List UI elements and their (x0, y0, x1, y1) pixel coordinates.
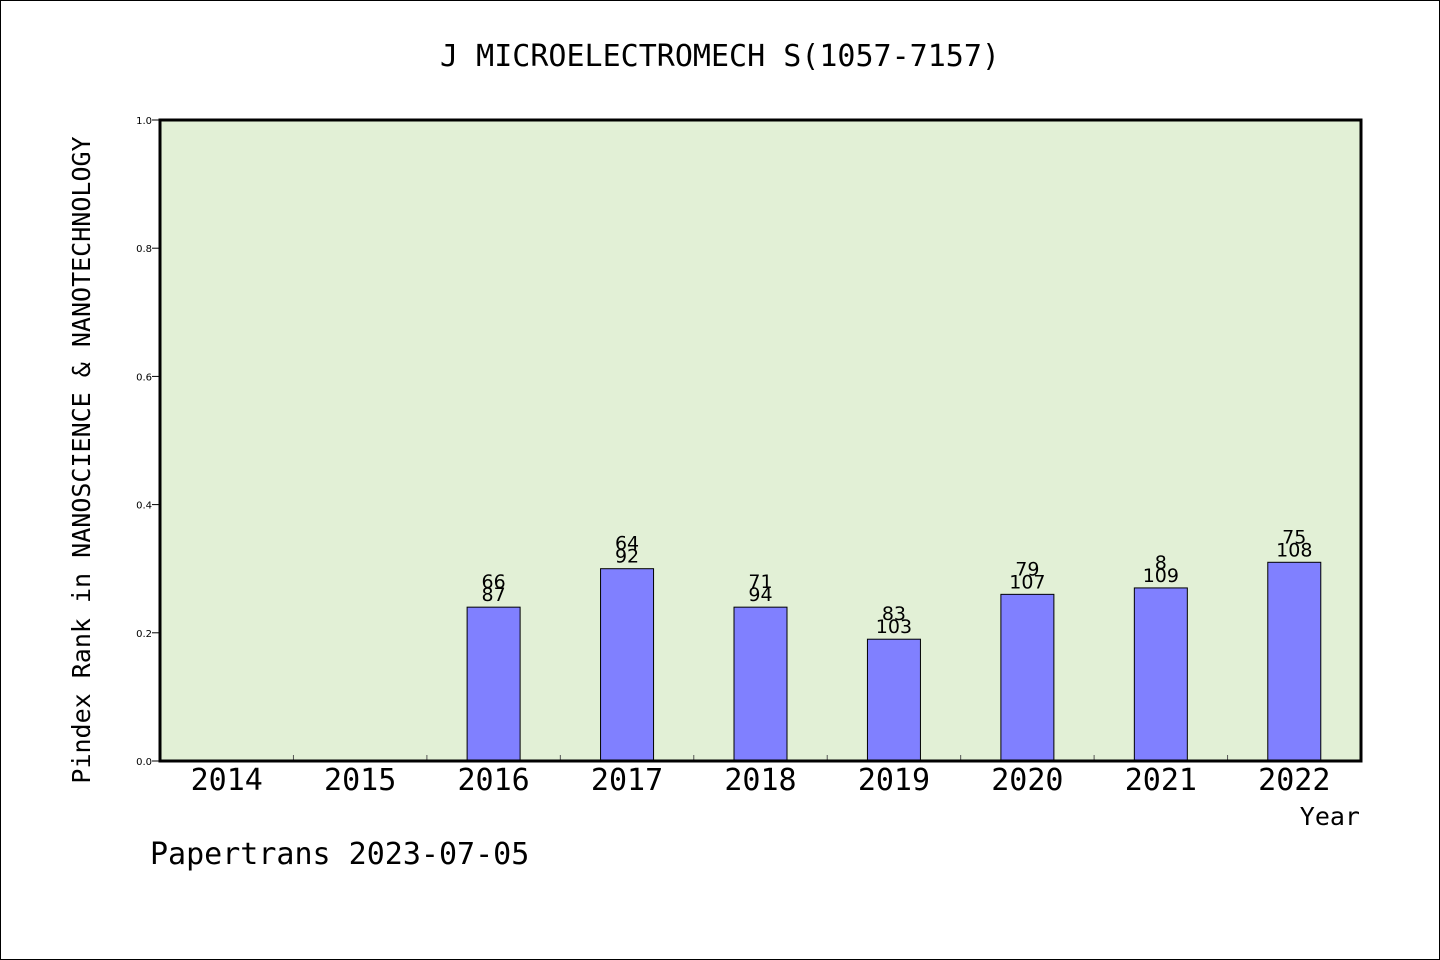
bars (466, 561, 1322, 762)
total-label: 107 (1009, 571, 1045, 593)
y-tick-label: 1.0 (136, 116, 152, 127)
bar-2020 (1000, 593, 1055, 762)
x-tick-label: 2018 (724, 763, 796, 798)
total-label: 103 (876, 616, 912, 638)
bar-2017 (600, 568, 655, 762)
x-tick-label: 2019 (858, 763, 930, 798)
rank-label: 8 (1155, 552, 1167, 574)
bar-2019 (866, 638, 921, 762)
total-label: 87 (482, 584, 506, 606)
total-label: 92 (615, 546, 639, 568)
total-label: 94 (748, 584, 772, 606)
rank-label: 79 (1015, 558, 1039, 580)
y-axis-ticks: 0.0 0.2 0.4 0.6 0.8 1.0 (136, 116, 160, 768)
y-axis-label: Pindex Rank in NANOSCIENCE & NANOTECHNOL… (67, 136, 96, 783)
rank-label: 66 (482, 571, 506, 593)
x-tick-label: 2022 (1258, 763, 1330, 798)
bar-2021 (1133, 587, 1188, 762)
rank-label: 64 (615, 533, 639, 555)
total-label: 109 (1143, 565, 1179, 587)
total-label: 108 (1276, 539, 1312, 561)
rank-label: 71 (748, 571, 772, 593)
x-tick-label: 2015 (324, 763, 396, 798)
chart-title: J MICROELECTROMECH S(1057-7157) (440, 39, 1000, 74)
x-tick-label: 2020 (991, 763, 1063, 798)
y-tick-label: 0.2 (136, 629, 152, 640)
x-axis-ticks: 2014 2015 2016 2017 2018 2019 2020 2021 2022 (191, 755, 1330, 798)
bar-2016 (466, 606, 521, 762)
y-tick-label: 0.8 (136, 244, 152, 255)
y-tick-label: 0.4 (136, 501, 152, 512)
x-tick-label: 2017 (591, 763, 663, 798)
x-tick-label: 2016 (457, 763, 529, 798)
x-tick-label: 2014 (191, 763, 263, 798)
y-tick-label: 0.0 (136, 757, 152, 768)
rank-label: 75 (1282, 526, 1306, 548)
plot-border (158, 118, 1363, 763)
bar-2018 (733, 606, 788, 762)
rank-label: 83 (882, 603, 906, 625)
x-tick-label: 2021 (1125, 763, 1197, 798)
bar-2022 (1267, 561, 1322, 762)
x-axis-label: Year (1300, 802, 1360, 831)
y-tick-label: 0.6 (136, 372, 152, 383)
footer-credit: Papertrans 2023-07-05 (150, 837, 529, 872)
